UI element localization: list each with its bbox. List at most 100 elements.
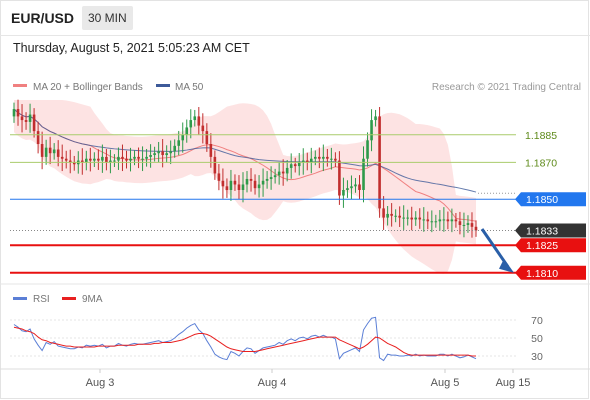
moving-averages — [13, 108, 477, 222]
candle-body — [309, 158, 313, 163]
candle-body — [229, 180, 233, 190]
candle-body — [289, 164, 293, 168]
candle-body — [32, 114, 36, 132]
level-1-1825-tag — [515, 238, 586, 253]
candle-body — [241, 184, 245, 190]
candle-body — [301, 160, 305, 163]
candle-body — [398, 215, 401, 218]
legend-rsi: RSI 9MA — [13, 294, 103, 305]
candle-body — [149, 155, 152, 157]
candle-body — [454, 219, 458, 222]
candle-body — [350, 186, 353, 189]
candle-body — [297, 162, 301, 167]
candle-body — [269, 177, 273, 179]
candle-body — [93, 158, 96, 161]
candle-body — [370, 120, 373, 141]
candle-body — [44, 147, 48, 157]
candle-body — [422, 219, 426, 221]
level-1-1833-tag — [515, 223, 586, 238]
candle-body — [105, 156, 108, 163]
candle-body — [466, 223, 470, 225]
candle-body — [72, 162, 76, 165]
rsi-line — [13, 316, 477, 362]
candle-body — [16, 109, 20, 117]
legend-rsi-label: RSI — [33, 294, 50, 305]
candle-body — [129, 158, 132, 161]
candle-body — [137, 156, 140, 159]
candle-body — [28, 114, 32, 122]
candle-body — [12, 109, 16, 117]
candle-body — [386, 213, 389, 218]
candle-body — [273, 175, 277, 178]
bollinger-fill — [14, 100, 476, 274]
candle-body — [334, 158, 337, 161]
copyright-text: Research © 2021 Trading Central — [432, 82, 581, 93]
candle-body — [330, 158, 333, 160]
x-axis: Aug 3 Aug 4 Aug 5 Aug 15 — [86, 369, 530, 389]
candle-body — [293, 164, 297, 167]
candle-body — [418, 217, 422, 220]
candle-body — [414, 217, 418, 220]
legend-top: MA 20 + Bollinger Bands MA 50 Research ©… — [13, 82, 581, 93]
level-1-1850-tag — [515, 192, 586, 207]
candle-body — [85, 158, 88, 163]
candle-body — [36, 131, 40, 144]
candle-body — [80, 160, 84, 163]
candle-body — [237, 184, 241, 190]
candle-body — [189, 120, 193, 128]
candle-body — [281, 171, 285, 174]
candle-body — [366, 140, 369, 159]
candle-body — [438, 219, 442, 222]
candle-body — [213, 156, 217, 174]
candle-body — [382, 208, 385, 218]
candle-body — [322, 156, 325, 159]
legend-ma9-label: 9MA — [82, 294, 103, 305]
candle-body — [305, 160, 309, 163]
timeframe-badge[interactable]: 30 MIN — [82, 6, 133, 30]
chart-header: EUR/USD 30 MIN — [0, 0, 590, 36]
candle-body — [193, 116, 197, 121]
x-tick-label: Aug 3 — [86, 377, 115, 389]
candle-body — [285, 167, 289, 174]
candle-body — [52, 149, 56, 154]
candle-body — [40, 144, 44, 157]
candle-body — [225, 186, 229, 190]
candle-body — [109, 160, 112, 163]
candle-body — [177, 140, 181, 146]
legend-ma50-label: MA 50 — [175, 82, 204, 93]
candle-body — [97, 158, 100, 161]
candle-body — [362, 158, 365, 190]
candle-body — [358, 184, 361, 190]
chart-timestamp: Thursday, August 5, 2021 5:05:23 AM CET — [13, 41, 250, 55]
rsi-panel: 70 50 30 — [10, 315, 543, 363]
rsi-tick-label: 50 — [531, 333, 543, 345]
ma50-line — [13, 108, 477, 193]
candle-body — [390, 213, 393, 216]
candle-body — [261, 180, 265, 185]
legend-rsi-swatch — [13, 297, 27, 300]
candle-body — [462, 224, 466, 226]
candle-body — [233, 180, 237, 185]
legend-ma20-label: MA 20 + Bollinger Bands — [33, 82, 143, 93]
candle-body — [458, 221, 462, 225]
rsi-tick-label: 70 — [531, 315, 543, 327]
forecast-arrow-head — [499, 258, 514, 273]
candle-body — [406, 217, 410, 219]
candle-body — [117, 156, 120, 161]
candle-body — [318, 156, 321, 159]
level-1-1870-label: 1.1870 — [525, 157, 557, 169]
candle-body — [265, 178, 269, 181]
candle-body — [249, 178, 253, 181]
candle-body — [253, 180, 257, 189]
x-tick-label: Aug 4 — [258, 377, 287, 389]
candle-body — [217, 173, 221, 181]
candle-body — [338, 160, 341, 196]
bollinger-band — [14, 100, 476, 274]
candle-body — [402, 217, 405, 219]
candle-body — [346, 188, 349, 190]
candle-body — [181, 134, 185, 141]
legend-ma9-swatch — [62, 297, 76, 300]
candle-body — [470, 223, 474, 227]
candle-body — [434, 221, 438, 223]
